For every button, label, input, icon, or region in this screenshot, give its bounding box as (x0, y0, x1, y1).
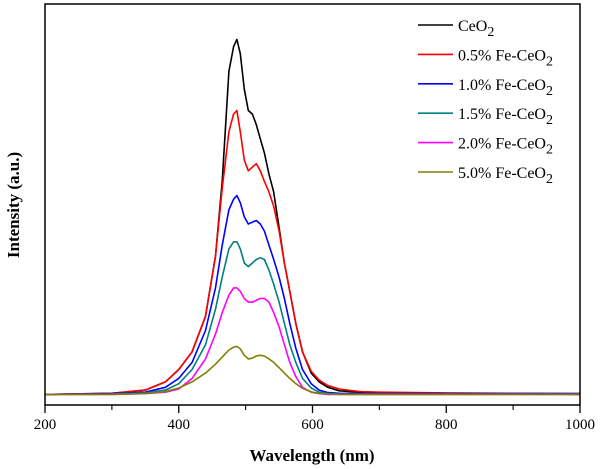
legend-label: 5.0% Fe-CeO2 (458, 165, 553, 187)
x-axis-label: Wavelength (nm) (249, 446, 374, 465)
y-axis-label: Intensity (a.u.) (4, 152, 23, 258)
legend-item: 1.0% Fe-CeO2 (418, 77, 553, 99)
x-axis-ticks: 200 400 600 800 1000 (34, 405, 595, 433)
x-tick-label: 1000 (565, 417, 595, 433)
x-tick-label: 400 (168, 417, 191, 433)
legend-item: 0.5% Fe-CeO2 (418, 47, 553, 69)
x-tick-label: 600 (301, 417, 324, 433)
series-line-3 (44, 241, 580, 396)
x-tick-label: 200 (34, 417, 57, 433)
x-tick-label: 800 (435, 417, 458, 433)
legend-label: 1.0% Fe-CeO2 (458, 77, 553, 99)
legend-label: 1.5% Fe-CeO2 (458, 106, 553, 128)
legend-label: 0.5% Fe-CeO2 (458, 47, 553, 69)
legend-item: CeO2 (418, 18, 494, 40)
legend-item: 5.0% Fe-CeO2 (418, 165, 553, 187)
series-line-4 (45, 287, 580, 396)
series-line-5 (45, 345, 580, 396)
legend-item: 2.0% Fe-CeO2 (418, 136, 553, 158)
series-layer (44, 38, 581, 396)
legend: CeO2 0.5% Fe-CeO2 1.0% Fe-CeO2 1.5% Fe-CeO2… (418, 18, 553, 187)
legend-item: 1.5% Fe-CeO2 (418, 106, 553, 128)
series-line-2 (44, 194, 580, 396)
series-line-1 (44, 109, 581, 396)
legend-label: 2.0% Fe-CeO2 (458, 136, 553, 158)
legend-label: CeO2 (458, 18, 494, 40)
